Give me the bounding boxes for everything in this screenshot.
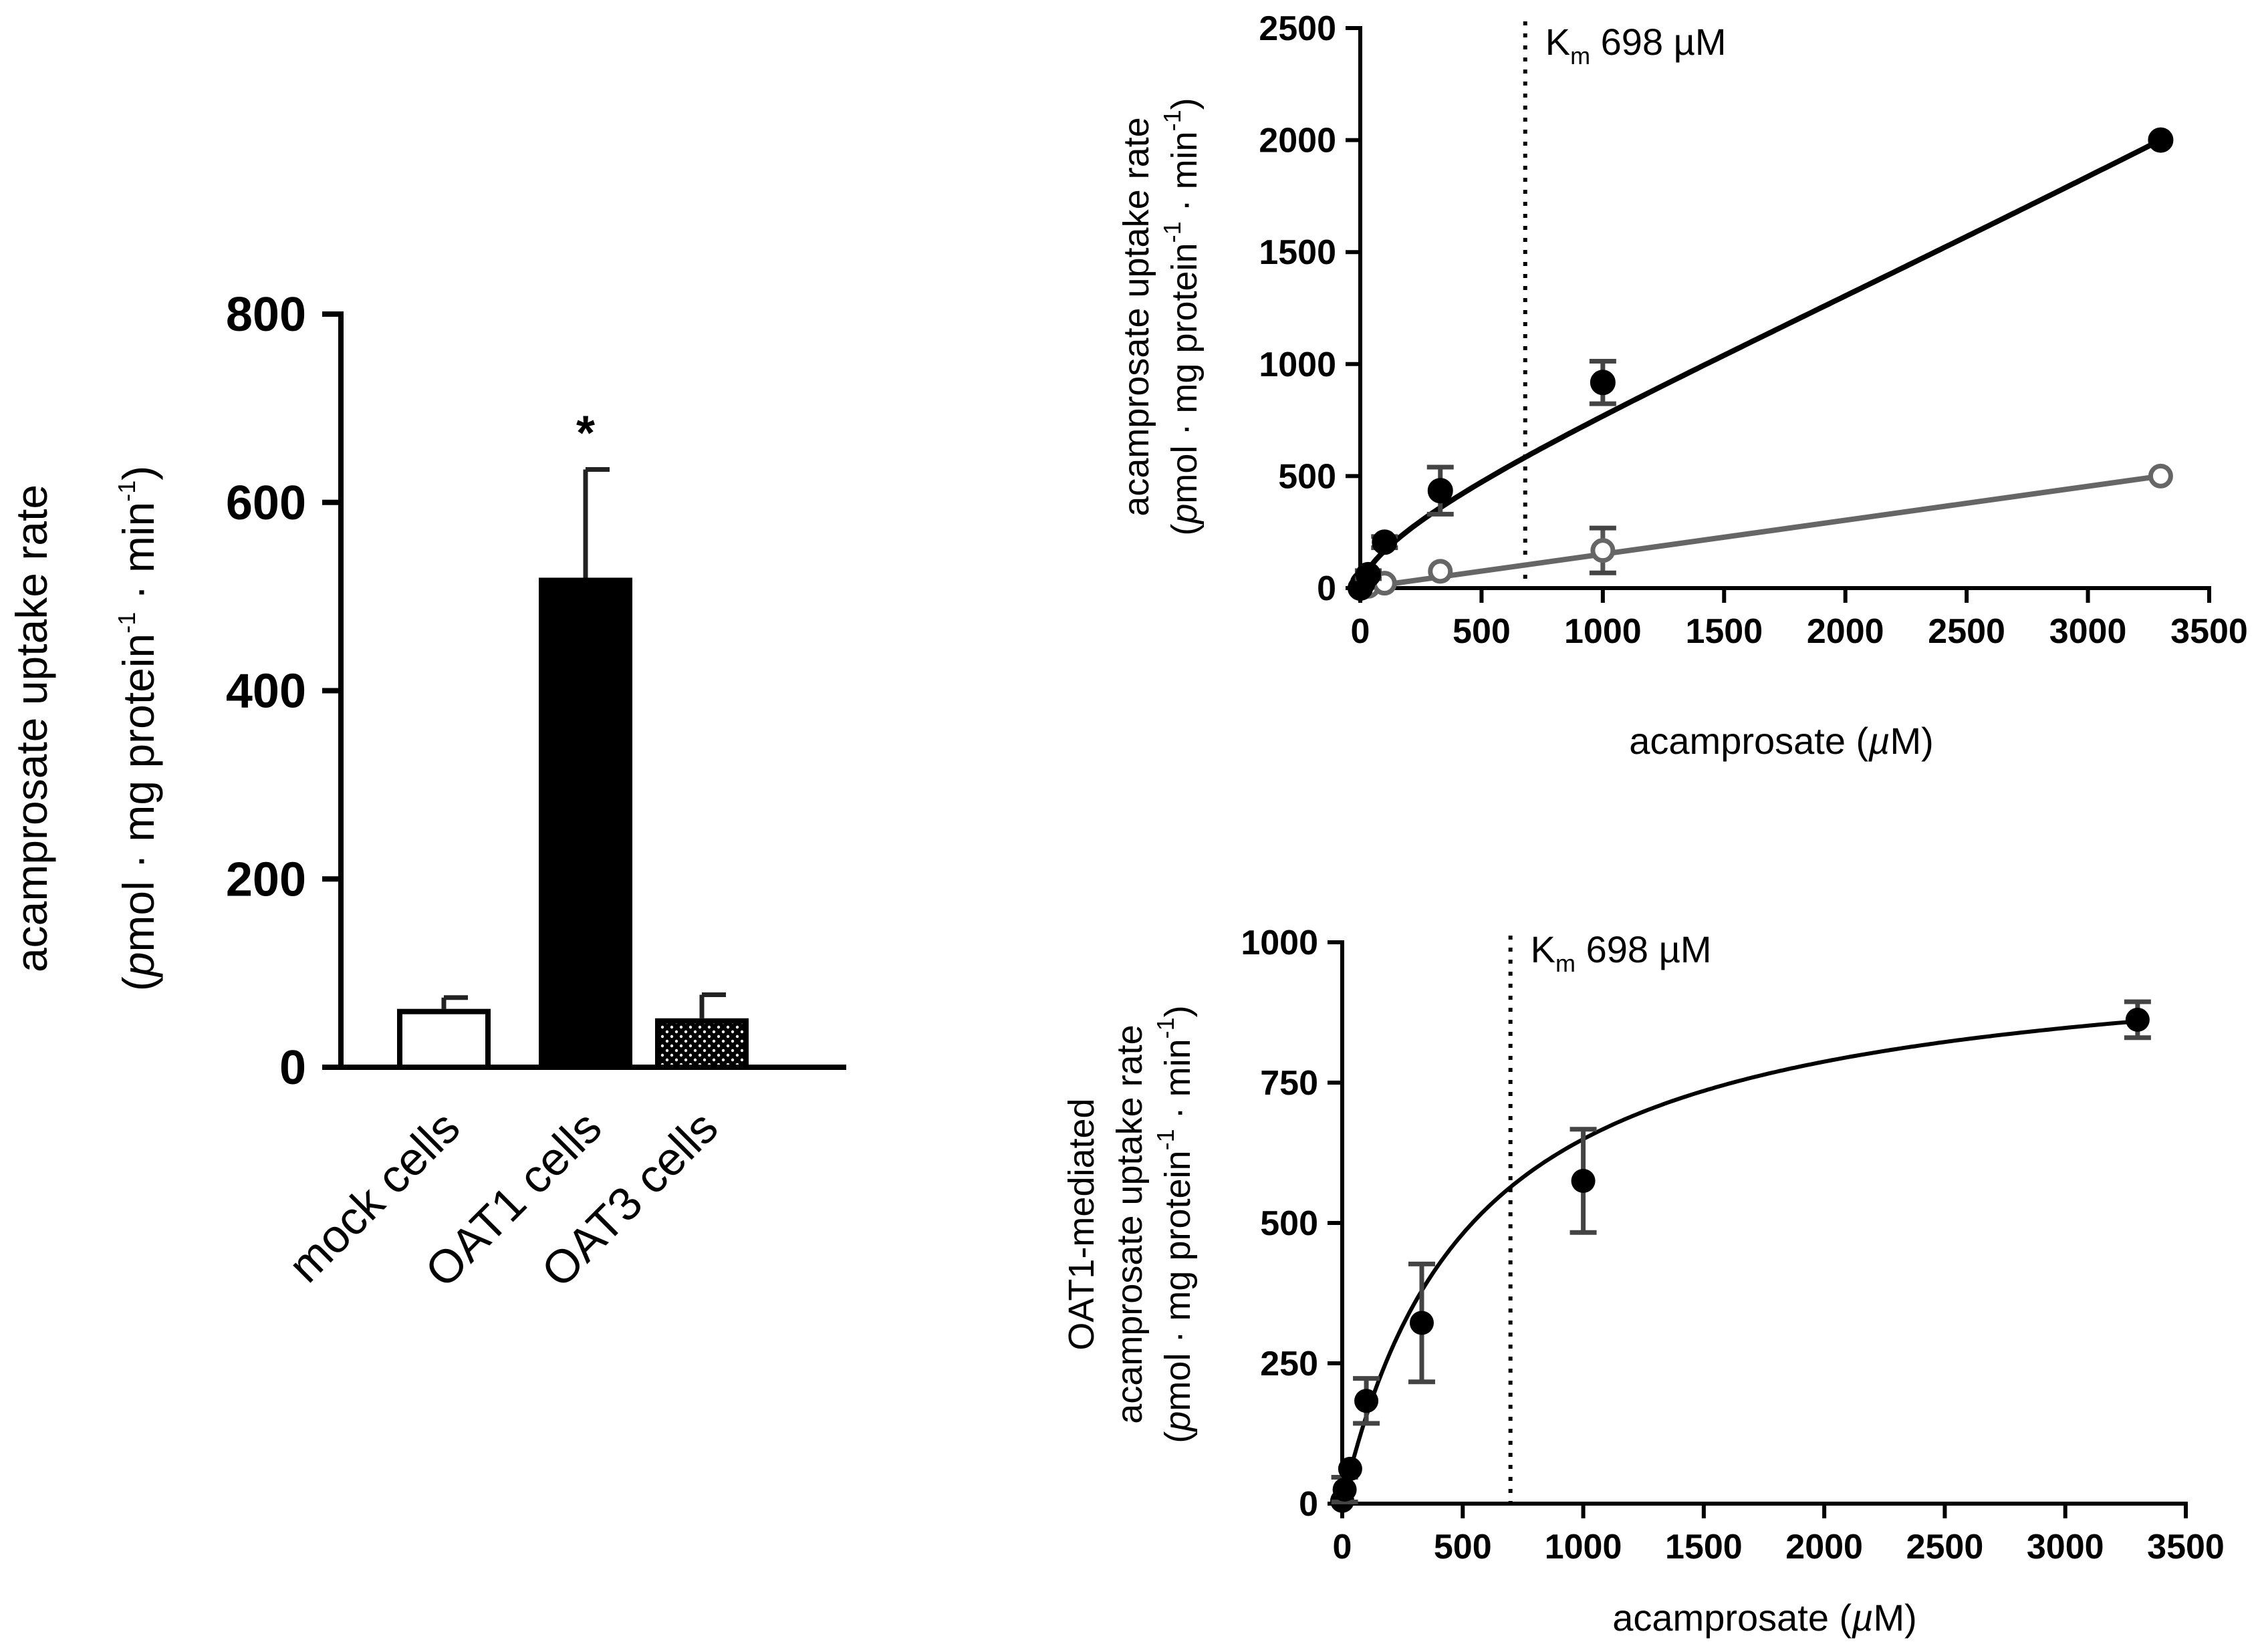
oat1-km-label: Km 698 µM (1531, 928, 1712, 977)
oat1-point (1571, 1169, 1596, 1193)
bar-oat3-cells (655, 1018, 749, 1070)
uptake-mock-point (1590, 538, 1616, 563)
bar-chart-ylabel-line2: (pmol · mg protein-1 · min-1) (113, 466, 163, 992)
uptake-mock-point (1428, 559, 1453, 584)
uptake-x-tick-label: 2500 (1928, 612, 2005, 651)
uptake-mock-point (2148, 463, 2173, 489)
uptake-y-tick-label: 2500 (1259, 9, 1336, 48)
uptake-y-tick-label: 2000 (1259, 122, 1336, 160)
uptake-xlabel: acamprosate (µM) (1629, 720, 1934, 762)
oat1-point (1332, 1478, 1357, 1502)
uptake-ylabel-line2: (pmol · mg protein-1 · min-1) (1158, 98, 1205, 535)
uptake-ylabel-line1: acamprosate uptake rate (1116, 117, 1156, 516)
oat1-point (1338, 1456, 1362, 1481)
bar-oat1-cells (539, 577, 632, 1070)
bar-chart-y-tick-label: 600 (226, 476, 306, 530)
uptake-y-tick-label: 500 (1278, 457, 1336, 496)
uptake-oat1-point (1372, 529, 1398, 555)
bar-chart-y-tick-label: 400 (226, 665, 306, 718)
oat1-x-tick-label: 2500 (1906, 1528, 1984, 1566)
oat1-x-tick-label: 3500 (2147, 1528, 2225, 1566)
uptake-x-tick-label: 3000 (2049, 612, 2127, 651)
uptake-y-tick-label: 1000 (1259, 346, 1336, 384)
uptake-oat1-point (1590, 370, 1616, 396)
uptake-oat1-fit-line (1358, 138, 2162, 589)
uptake-x-tick-label: 1500 (1685, 612, 1763, 651)
oat1-ylabel-line2: (pmol · mg protein-1 · min-1) (1152, 1005, 1198, 1443)
uptake-y-tick-label: 0 (1317, 569, 1336, 608)
uptake-x-tick-label: 500 (1453, 612, 1511, 651)
oat1-y-tick-label: 250 (1260, 1345, 1318, 1383)
uptake-x-tick-label: 0 (1351, 612, 1370, 651)
oat1-ylabel-line1: acamprosate uptake rate (1110, 1024, 1150, 1423)
oat1-x-tick-label: 500 (1434, 1528, 1492, 1566)
uptake-x-tick-label: 3500 (2170, 612, 2248, 651)
uptake-oat1-point (2148, 127, 2174, 153)
uptake-x-tick-label: 1000 (1564, 612, 1642, 651)
uptake-km-label: Km 698 µM (1545, 21, 1727, 70)
oat1-x-tick-label: 2000 (1785, 1528, 1863, 1566)
oat1-y-tick-label: 1000 (1241, 924, 1318, 962)
oat1-y-tick-label: 750 (1260, 1064, 1318, 1103)
bar-mock-cells (397, 1008, 491, 1070)
uptake-y-tick-label: 1500 (1259, 233, 1336, 272)
oat1-ylabel-line0: OAT1-mediated (1061, 1098, 1102, 1350)
uptake-oat1-point (1355, 561, 1381, 587)
bar-chart-ylabel-line1: acamprosate uptake rate (7, 485, 56, 972)
oat1-y-tick-label: 500 (1260, 1204, 1318, 1243)
uptake-x-tick-label: 2000 (1807, 612, 1884, 651)
oat1-fit-curve (1340, 1019, 2138, 1504)
bar-significance-star: * (576, 406, 595, 460)
uptake-oat1-point (1427, 478, 1453, 504)
oat1-mediated-chart-panel: 0 250 500 750 1000 0 500 1000 1500 2000 2500 3000 35… (1061, 924, 2225, 1639)
oat1-point (2125, 1007, 2150, 1032)
uptake-mock-fit-line (1360, 473, 2161, 591)
oat1-x-tick-label: 1000 (1545, 1528, 1622, 1566)
oat1-point (1354, 1389, 1379, 1413)
oat1-y-tick-label: 0 (1299, 1485, 1318, 1524)
uptake-chart-panel: 0 500 1000 1500 2000 2500 0 500 1000 1500 2000 2500… (1116, 9, 2248, 762)
oat1-x-tick-label: 0 (1333, 1528, 1352, 1566)
bar-chart-y-tick-label: 800 (226, 288, 306, 341)
bar-chart-y-tick-label: 200 (226, 853, 306, 906)
oat1-x-tick-label: 3000 (2027, 1528, 2104, 1566)
bar-chart-y-tick-label: 0 (279, 1041, 306, 1095)
oat1-x-tick-label: 1500 (1665, 1528, 1743, 1566)
oat1-point (1409, 1311, 1434, 1335)
oat1-xlabel: acamprosate (µM) (1612, 1597, 1917, 1639)
